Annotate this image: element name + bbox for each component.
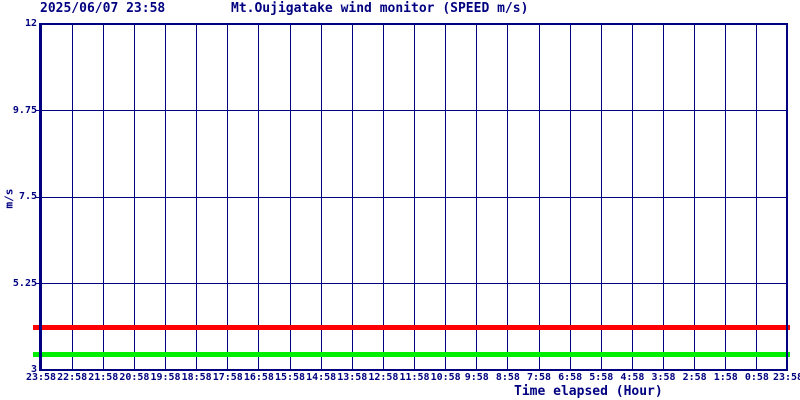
- gridline-horizontal: [36, 110, 788, 111]
- y-tick-label: 3: [30, 364, 37, 375]
- x-tick-label: 16:58: [243, 372, 274, 383]
- x-tick-label: 23:58: [25, 372, 57, 383]
- x-tick-label: 11:58: [399, 372, 430, 383]
- x-tick-label: 20:58: [119, 372, 150, 383]
- y-tick-label: 12: [24, 18, 37, 29]
- x-tick-label: 9:58: [464, 372, 489, 383]
- x-tick-label: 1:58: [713, 372, 738, 383]
- x-tick-label: 13:58: [337, 372, 368, 383]
- x-tick-label: 15:58: [274, 372, 306, 383]
- x-tick-label: 5:58: [589, 372, 614, 383]
- red-line: [33, 325, 790, 331]
- x-tick-label: 3:58: [651, 372, 676, 383]
- x-axis-label: Time elapsed (Hour): [514, 384, 663, 399]
- x-tick-label: 4:58: [620, 372, 645, 383]
- green-line: [33, 352, 790, 358]
- x-tick-label: 19:58: [150, 372, 181, 383]
- x-tick-label: 14:58: [306, 372, 337, 383]
- y-tick-label: 5.25: [12, 277, 37, 289]
- x-tick-label: 12:58: [368, 372, 399, 383]
- x-tick-label: 17:58: [212, 372, 243, 383]
- x-tick-label: 22:58: [57, 372, 88, 383]
- x-tick-label: 7:58: [526, 372, 552, 383]
- x-tick-label: 21:58: [88, 372, 119, 383]
- y-tick-label: 7.5: [18, 191, 37, 202]
- x-tick-label: 6:58: [558, 372, 583, 383]
- x-tick-label: 2:58: [682, 372, 707, 383]
- x-tick-label: 18:58: [181, 372, 212, 383]
- chart-title: Mt.Oujigatake wind monitor (SPEED m/s): [231, 1, 529, 16]
- x-tick-label: 23:58: [772, 372, 800, 383]
- gridline-horizontal: [36, 196, 788, 198]
- plot-border: [39, 23, 788, 371]
- chart-timestamp: 2025/06/07 23:58: [40, 1, 166, 16]
- gridline-horizontal: [36, 283, 788, 284]
- y-tick-label: 9.75: [12, 104, 37, 116]
- x-tick-label: 10:58: [430, 372, 461, 383]
- x-tick-label: 0:58: [744, 372, 769, 383]
- x-tick-label: 8:58: [495, 372, 520, 383]
